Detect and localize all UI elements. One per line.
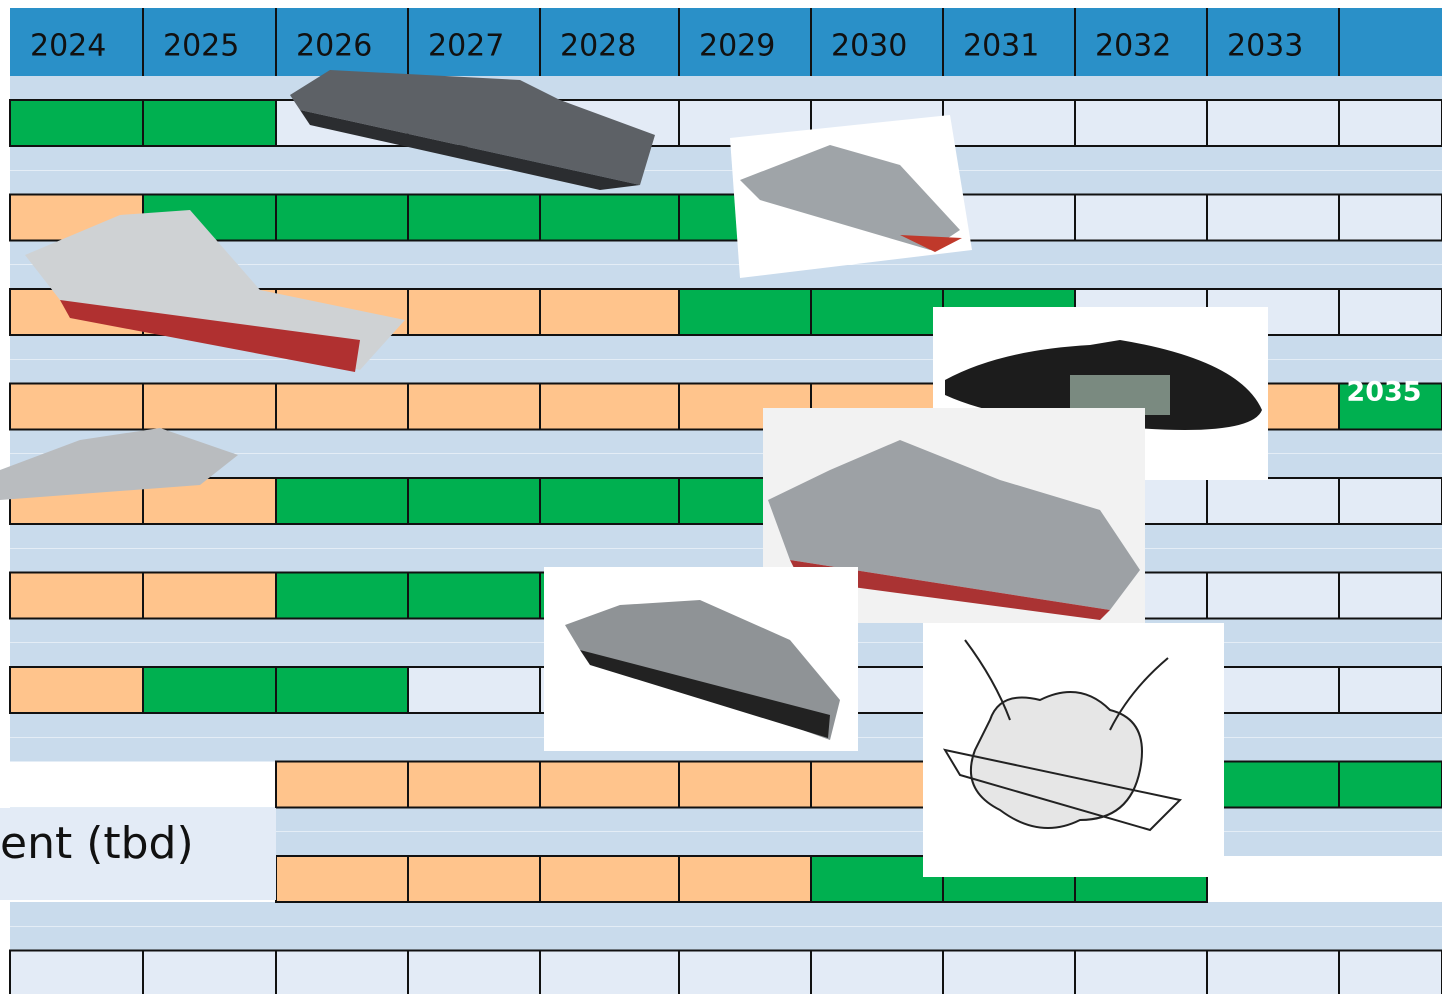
schedule-cell [1207, 573, 1339, 619]
schedule-cell [408, 856, 540, 902]
row-band [10, 171, 1442, 195]
schedule-cell [679, 762, 811, 808]
year-label: 2025 [163, 29, 239, 64]
schedule-cell [276, 856, 408, 902]
schedule-cell [10, 573, 143, 619]
year-label: 2031 [963, 29, 1039, 64]
schedule-cell [276, 384, 408, 430]
schedule-cell [1075, 951, 1207, 994]
year-label: 2027 [428, 29, 504, 64]
schedule-cell [943, 100, 1075, 146]
schedule-cell [679, 951, 811, 994]
schedule-cell [540, 195, 679, 241]
row-band [10, 902, 1442, 926]
schedule-cell [1339, 195, 1442, 241]
schedule-cell [1339, 478, 1442, 524]
schedule-cell [276, 195, 408, 241]
schedule-cell [276, 667, 408, 713]
row-label: ent (tbd) [0, 818, 194, 869]
schedule-cell [1339, 100, 1442, 146]
schedule-cell [1207, 100, 1339, 146]
schedule-cell [276, 478, 408, 524]
schedule-cell [10, 384, 143, 430]
year-label: 2024 [30, 29, 106, 64]
schedule-cell [943, 951, 1075, 994]
schedule-cell [408, 289, 540, 335]
schedule-cell [679, 856, 811, 902]
year-label: 2026 [296, 29, 372, 64]
schedule-cell [10, 951, 143, 994]
schedule-cell [1207, 195, 1339, 241]
schedule-cell [1339, 289, 1442, 335]
grid: 2024 2025 2026 2027 2028 2029 2030 2031 2032 2033 [0, 8, 1442, 994]
late-year-label: 2035 [1346, 377, 1421, 408]
schedule-cell [10, 100, 143, 146]
schedule-cell [1075, 195, 1207, 241]
schedule-cell [540, 478, 679, 524]
schedule-cell [1207, 762, 1339, 808]
schedule-cell [1207, 667, 1339, 713]
schedule-cell [143, 667, 276, 713]
schedule: 2024 2025 2026 2027 2028 2029 2030 2031 2032 2033 [0, 0, 1442, 994]
row-band [10, 524, 1442, 548]
page: {"header": {"years": ["2024", "2025", "2… [0, 0, 1442, 994]
year-label: 2033 [1227, 29, 1303, 64]
schedule-cell [408, 951, 540, 994]
sketch-image [923, 623, 1224, 877]
schedule-cell [1075, 100, 1207, 146]
schedule-cell [408, 762, 540, 808]
schedule-cell [811, 951, 943, 994]
schedule-cell [811, 289, 943, 335]
row-band [10, 146, 1442, 170]
schedule-cell [276, 573, 408, 619]
year-label: 2028 [560, 29, 636, 64]
schedule-cell [10, 667, 143, 713]
schedule-cell [1339, 573, 1442, 619]
schedule-cell [143, 384, 276, 430]
row-band [10, 76, 1442, 100]
schedule-cell [276, 951, 408, 994]
schedule-cell [408, 573, 540, 619]
schedule-cell [408, 384, 540, 430]
schedule-cell [276, 762, 408, 808]
schedule-cell [679, 289, 811, 335]
schedule-cell [408, 667, 540, 713]
schedule-cell [540, 289, 679, 335]
ship-image [544, 567, 858, 751]
ship-image [730, 115, 972, 278]
schedule-cell [408, 478, 540, 524]
row-band [10, 927, 1442, 951]
schedule-cell [408, 195, 540, 241]
schedule-cell [1339, 762, 1442, 808]
schedule-cell [1339, 667, 1442, 713]
schedule-cell [143, 951, 276, 994]
schedule-cell [1207, 478, 1339, 524]
year-label: 2032 [1095, 29, 1171, 64]
schedule-cell [143, 100, 276, 146]
schedule-cell [1207, 951, 1339, 994]
year-label: 2029 [699, 29, 775, 64]
year-label: 2030 [831, 29, 907, 64]
schedule-cell [540, 384, 679, 430]
schedule-cell [143, 573, 276, 619]
schedule-cell [540, 951, 679, 994]
schedule-cell [540, 762, 679, 808]
schedule-cell [1339, 951, 1442, 994]
schedule-cell [540, 856, 679, 902]
